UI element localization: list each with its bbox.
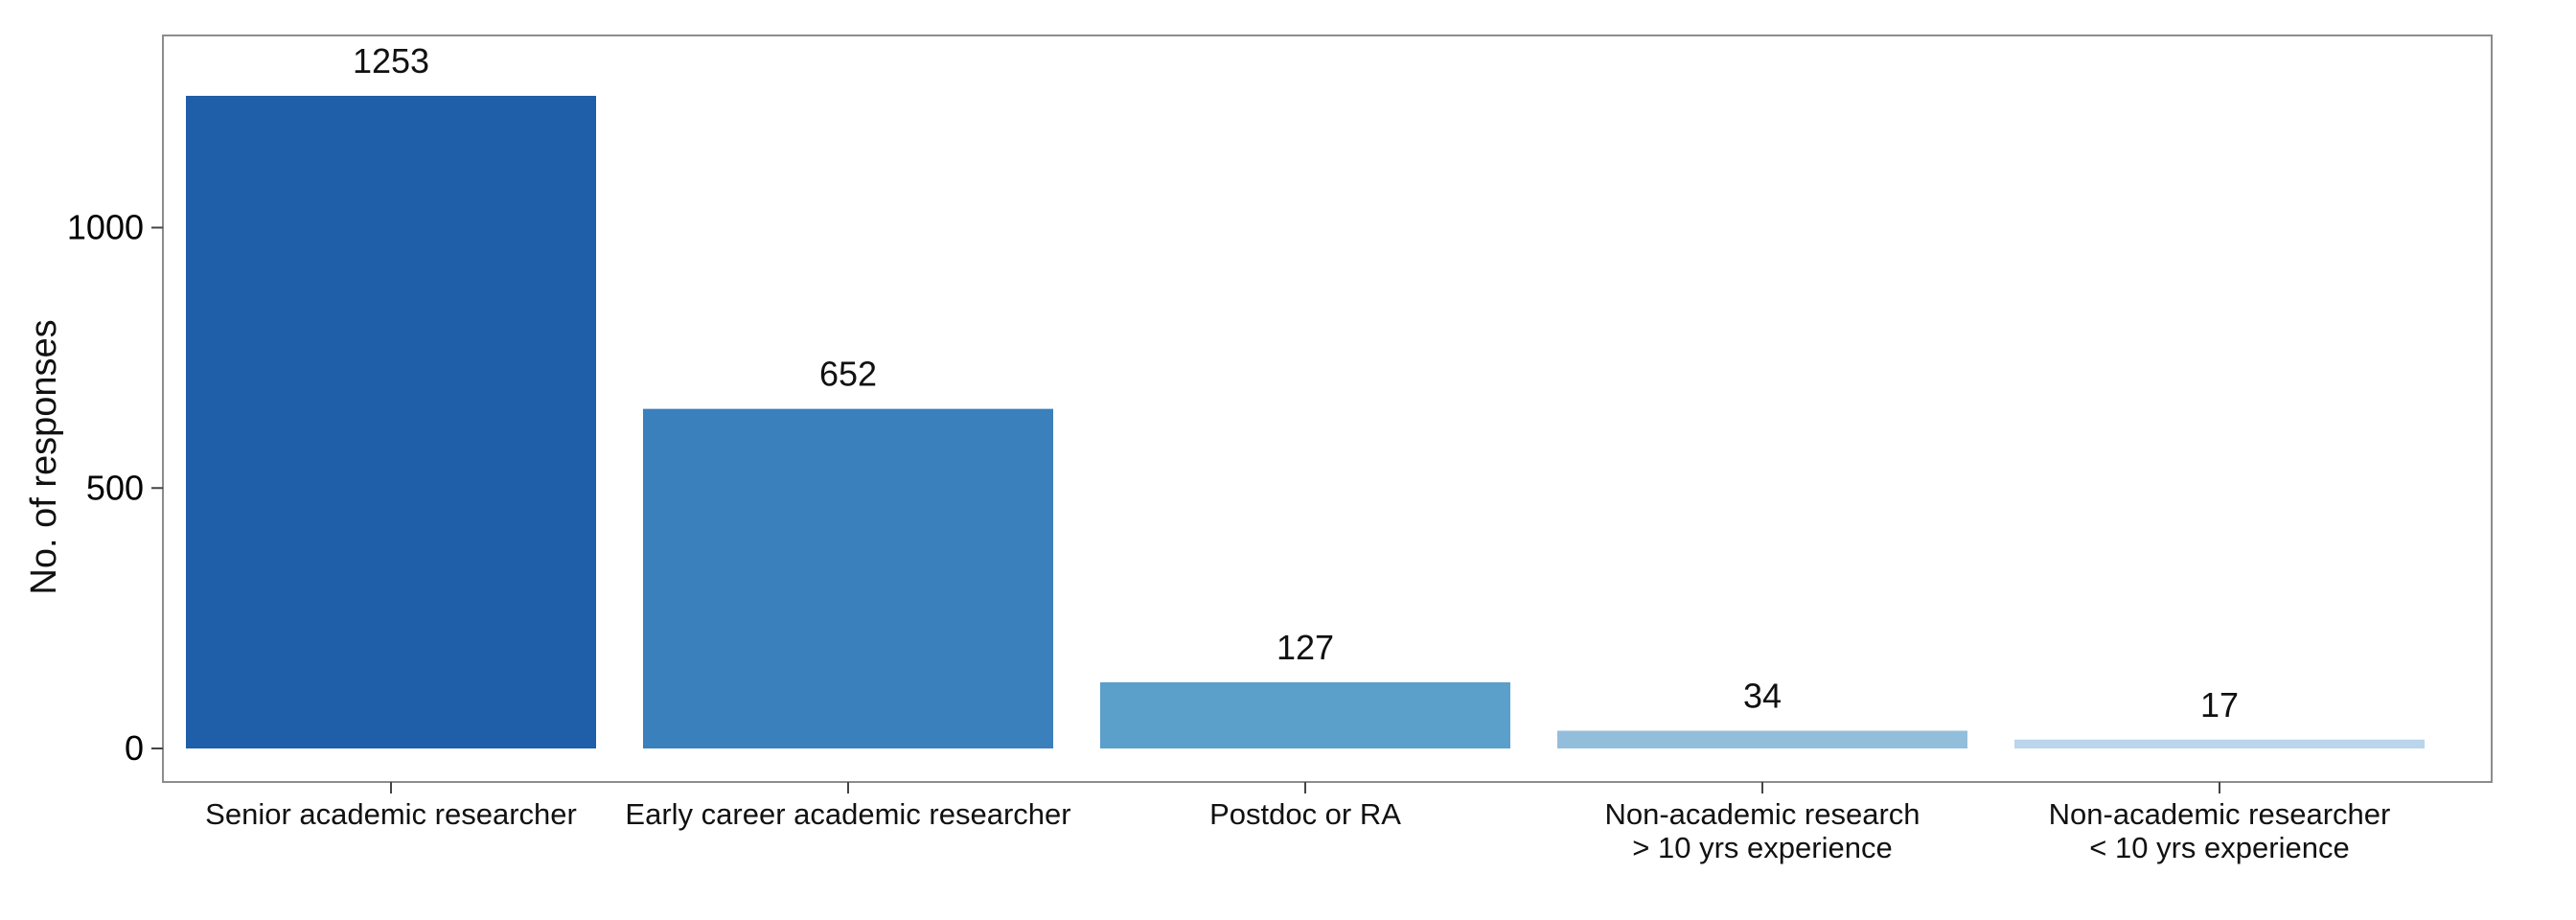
plot-panel-border <box>162 34 2493 783</box>
x-tick-label: Non-academic researcher <box>2049 797 2391 831</box>
data-label: 127 <box>1276 628 1334 667</box>
plot-area: 0 500 1000 1253 Senior academic researcher 65… <box>67 34 2493 864</box>
bar <box>2014 739 2425 748</box>
data-label: 1253 <box>353 41 429 80</box>
y-tick-label: 500 <box>86 468 144 507</box>
x-tick-label: > 10 yrs experience <box>1632 831 1892 864</box>
x-tick-label: Non-academic research <box>1604 797 1920 831</box>
data-label: 652 <box>819 355 877 394</box>
data-label: 17 <box>2200 685 2239 724</box>
bar <box>643 408 1053 748</box>
x-tick-label: Senior academic researcher <box>205 797 577 831</box>
x-tick-label: < 10 yrs experience <box>2089 831 2349 864</box>
x-tick-label: Early career academic researcher <box>625 797 1070 831</box>
bar <box>186 95 596 748</box>
y-tick-label: 0 <box>125 728 144 768</box>
y-axis-title: No. of responses <box>24 319 64 594</box>
bar <box>1557 730 1967 748</box>
x-tick-label: Postdoc or RA <box>1209 797 1401 831</box>
data-label: 34 <box>1743 677 1782 716</box>
y-tick-label: 1000 <box>67 208 144 247</box>
bar <box>1100 681 1510 748</box>
